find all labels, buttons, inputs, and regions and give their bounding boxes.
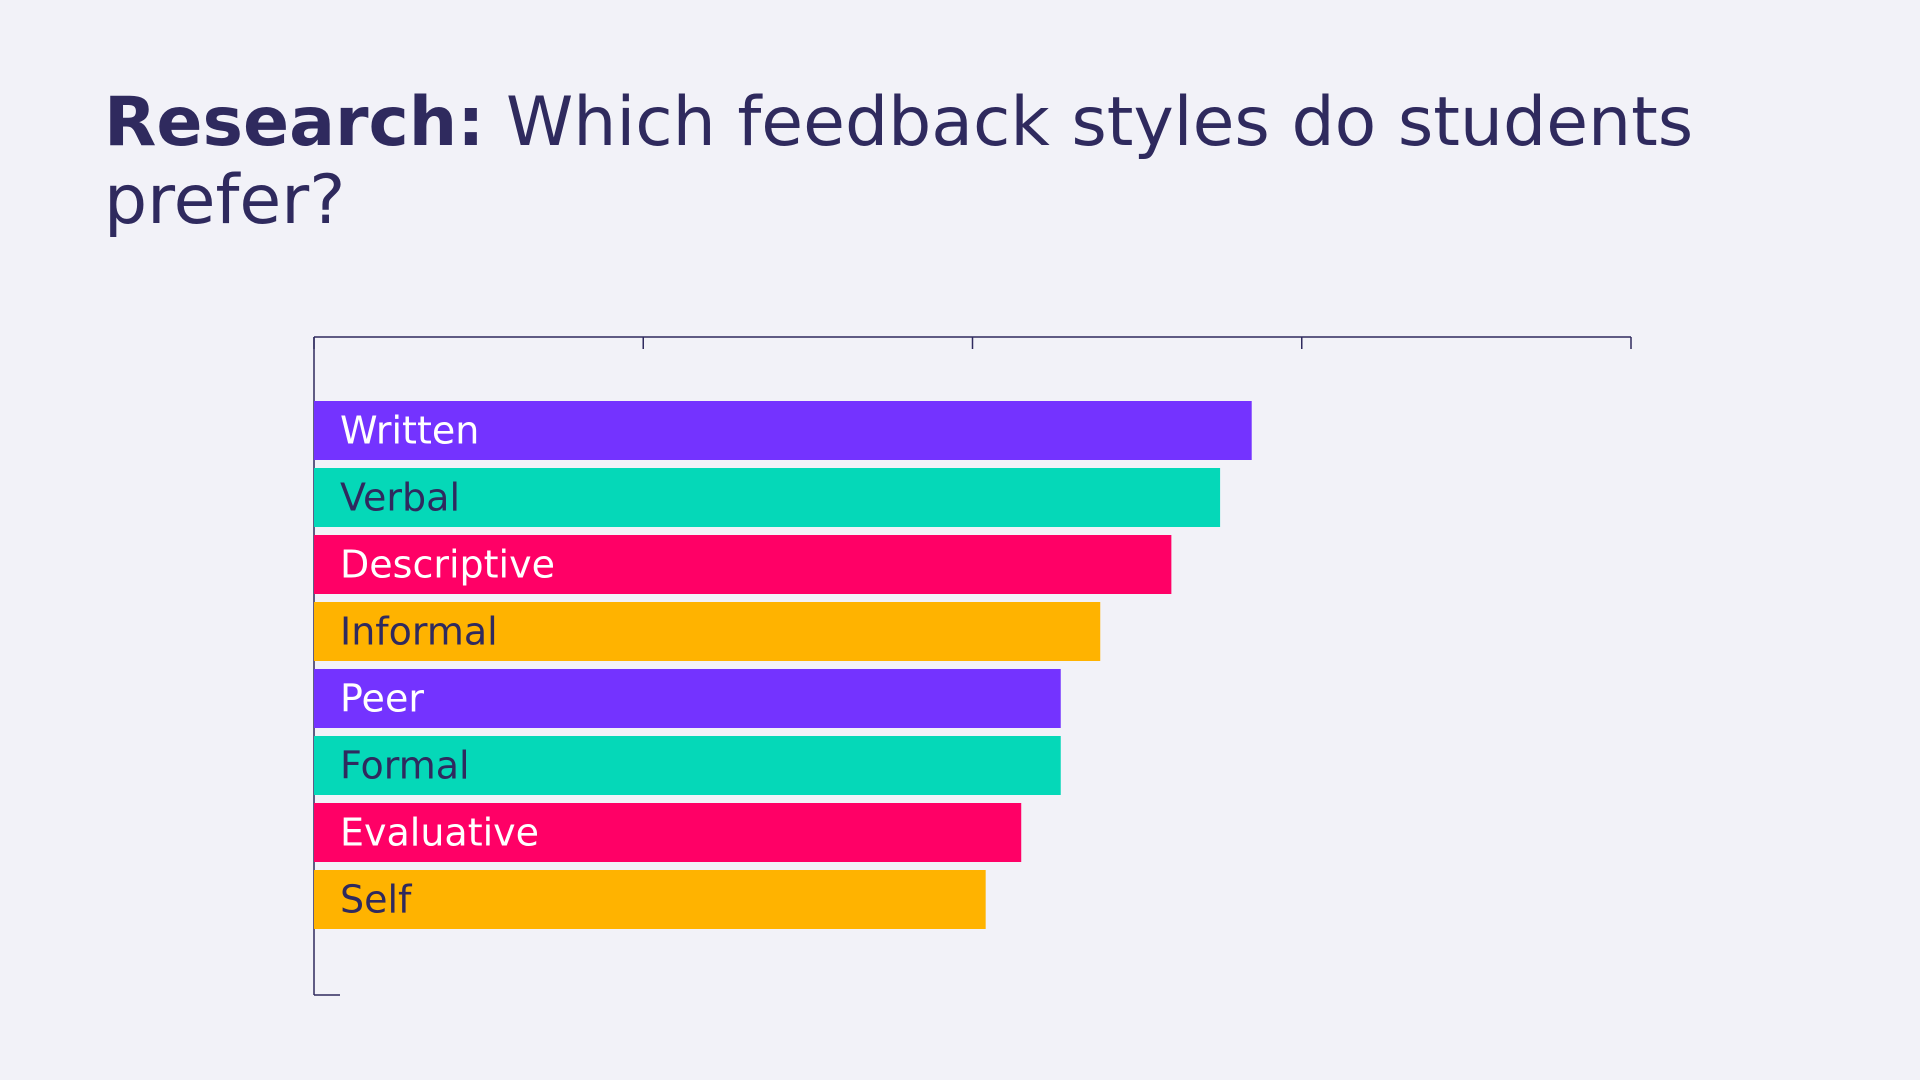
bar-label-informal: Informal xyxy=(340,610,498,654)
bar-verbal xyxy=(314,468,1221,527)
bar-peer xyxy=(314,669,1061,728)
bar-written xyxy=(314,401,1252,460)
bar-label-verbal: Verbal xyxy=(340,476,460,520)
slide-title: Research: Which feedback styles do stude… xyxy=(104,84,1724,240)
slide-title-bold: Research: xyxy=(104,83,485,162)
bar-label-written: Written xyxy=(340,409,479,453)
slide-title-rest: Which feedback styles do students prefer… xyxy=(104,83,1694,240)
bar-evaluative xyxy=(314,803,1022,862)
bar-label-self: Self xyxy=(340,878,413,922)
bar-label-evaluative: Evaluative xyxy=(340,811,539,855)
bar-formal xyxy=(314,736,1061,795)
bar-informal xyxy=(314,602,1101,661)
bar-self xyxy=(314,870,986,929)
bar-label-descriptive: Descriptive xyxy=(340,543,555,587)
bar-label-formal: Formal xyxy=(340,744,470,788)
bar-label-peer: Peer xyxy=(340,677,424,721)
bar-descriptive xyxy=(314,535,1172,594)
